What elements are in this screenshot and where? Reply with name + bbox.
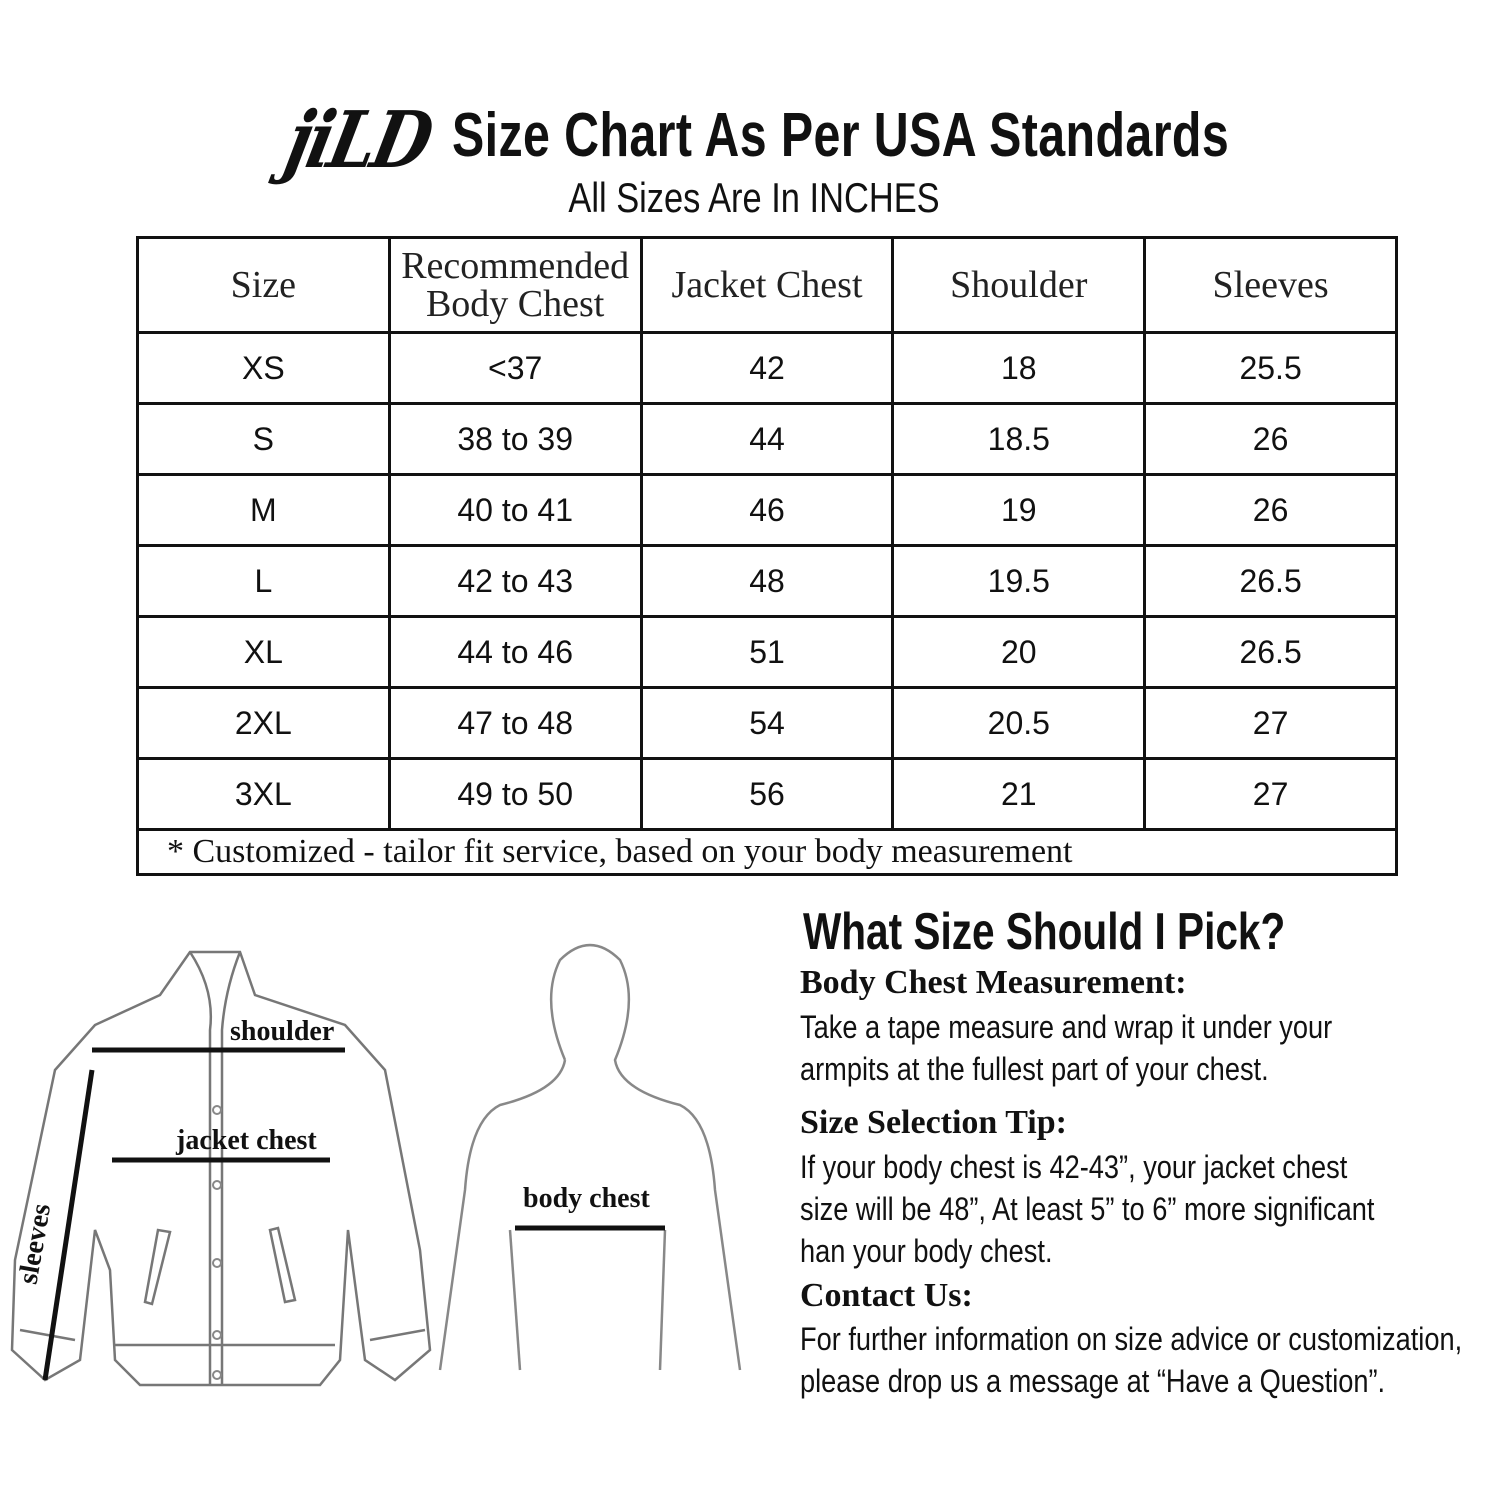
cell-jacket-chest: 42 [639, 331, 895, 405]
cell-jacket-chest: 51 [639, 615, 895, 689]
section-text: Take a tape measure and wrap it under yo… [800, 1009, 1333, 1087]
cell-size: L [136, 544, 391, 618]
guide-title: What Size Should I Pick? [803, 903, 1286, 961]
body-outline-icon [438, 943, 742, 1371]
cell-recommended-body-chest: 42 to 43 [387, 544, 643, 618]
cell-jacket-chest: 56 [639, 757, 895, 831]
page-title: Size Chart As Per USA Standards [452, 101, 1230, 170]
cell-sleeves: 27 [1143, 757, 1398, 831]
header-line: Body Chest [425, 283, 605, 325]
cell-shoulder: 18.5 [891, 402, 1147, 476]
cell-sleeves: 26.5 [1143, 615, 1398, 689]
header-jacket-chest: Jacket Chest [639, 236, 895, 334]
measurement-lines [42, 1047, 665, 1381]
header-size: Size [136, 236, 391, 334]
cell-sleeves: 26.5 [1143, 544, 1398, 618]
jacket-chest-label: jacket chest [176, 1125, 317, 1156]
cell-recommended-body-chest: 40 to 41 [387, 473, 643, 547]
cell-sleeves: 26 [1143, 473, 1398, 547]
cell-shoulder: 21 [891, 757, 1147, 831]
section-heading: Body Chest Measurement: [800, 964, 1187, 1001]
header-shoulder: Shoulder [891, 236, 1147, 334]
cell-recommended-body-chest: 38 to 39 [387, 402, 643, 476]
cell-sleeves: 25.5 [1143, 331, 1398, 405]
header-recommended-body-chest: Recommended Body Chest [387, 236, 643, 334]
cell-jacket-chest: 44 [639, 402, 895, 476]
cell-shoulder: 19 [891, 473, 1147, 547]
table-row: XL 44 to 46 51 20 26.5 [136, 615, 1398, 689]
cell-shoulder: 18 [891, 331, 1147, 405]
cell-sleeves: 26 [1143, 402, 1398, 476]
cell-jacket-chest: 48 [639, 544, 895, 618]
jacket-outline-icon [10, 950, 432, 1387]
cell-size: S [136, 402, 391, 476]
header-line: Recommended [401, 245, 630, 287]
brand-logo: jiLD [278, 95, 438, 186]
cell-sleeves: 27 [1143, 686, 1398, 760]
table-row: XS <37 42 18 25.5 [136, 331, 1398, 405]
cell-shoulder: 20 [891, 615, 1147, 689]
cell-size: XS [136, 331, 391, 405]
table-row: L 42 to 43 48 19.5 26.5 [136, 544, 1398, 618]
section-heading: Contact Us: [800, 1277, 973, 1314]
footnote: * Customized - tailor fit service, based… [136, 828, 1398, 876]
cell-recommended-body-chest: 47 to 48 [387, 686, 643, 760]
footnote-row: * Customized - tailor fit service, based… [136, 828, 1398, 876]
cell-recommended-body-chest: 44 to 46 [387, 615, 643, 689]
cell-size: 3XL [136, 757, 391, 831]
section-heading: Size Selection Tip: [800, 1104, 1067, 1141]
body-chest-label: body chest [523, 1183, 650, 1214]
section-text: For further information on size advice o… [800, 1321, 1463, 1399]
table-row: M 40 to 41 46 19 26 [136, 473, 1398, 547]
cell-size: XL [136, 615, 391, 689]
table-row: 2XL 47 to 48 54 20.5 27 [136, 686, 1398, 760]
cell-shoulder: 19.5 [891, 544, 1147, 618]
jacket-and-body-diagram [10, 943, 742, 1387]
cell-size: M [136, 473, 391, 547]
table-row: S 38 to 39 44 18.5 26 [136, 402, 1398, 476]
button-icons [212, 1105, 222, 1380]
header-sleeves: Sleeves [1143, 236, 1398, 334]
page-subtitle: All Sizes Are In INCHES [568, 174, 940, 221]
cell-recommended-body-chest: 49 to 50 [387, 757, 643, 831]
table-header-row: Size Recommended Body Chest Jacket Chest … [136, 236, 1398, 334]
table-row: 3XL 49 to 50 56 21 27 [136, 757, 1398, 831]
section-text: If your body chest is 42-43”, your jacke… [800, 1149, 1375, 1269]
shoulder-label: shoulder [230, 1016, 335, 1047]
cell-size: 2XL [136, 686, 391, 760]
cell-shoulder: 20.5 [891, 686, 1147, 760]
cell-recommended-body-chest: <37 [387, 331, 643, 405]
size-chart-table: Size Recommended Body Chest Jacket Chest … [136, 236, 1398, 876]
cell-jacket-chest: 54 [639, 686, 895, 760]
cell-jacket-chest: 46 [639, 473, 895, 547]
